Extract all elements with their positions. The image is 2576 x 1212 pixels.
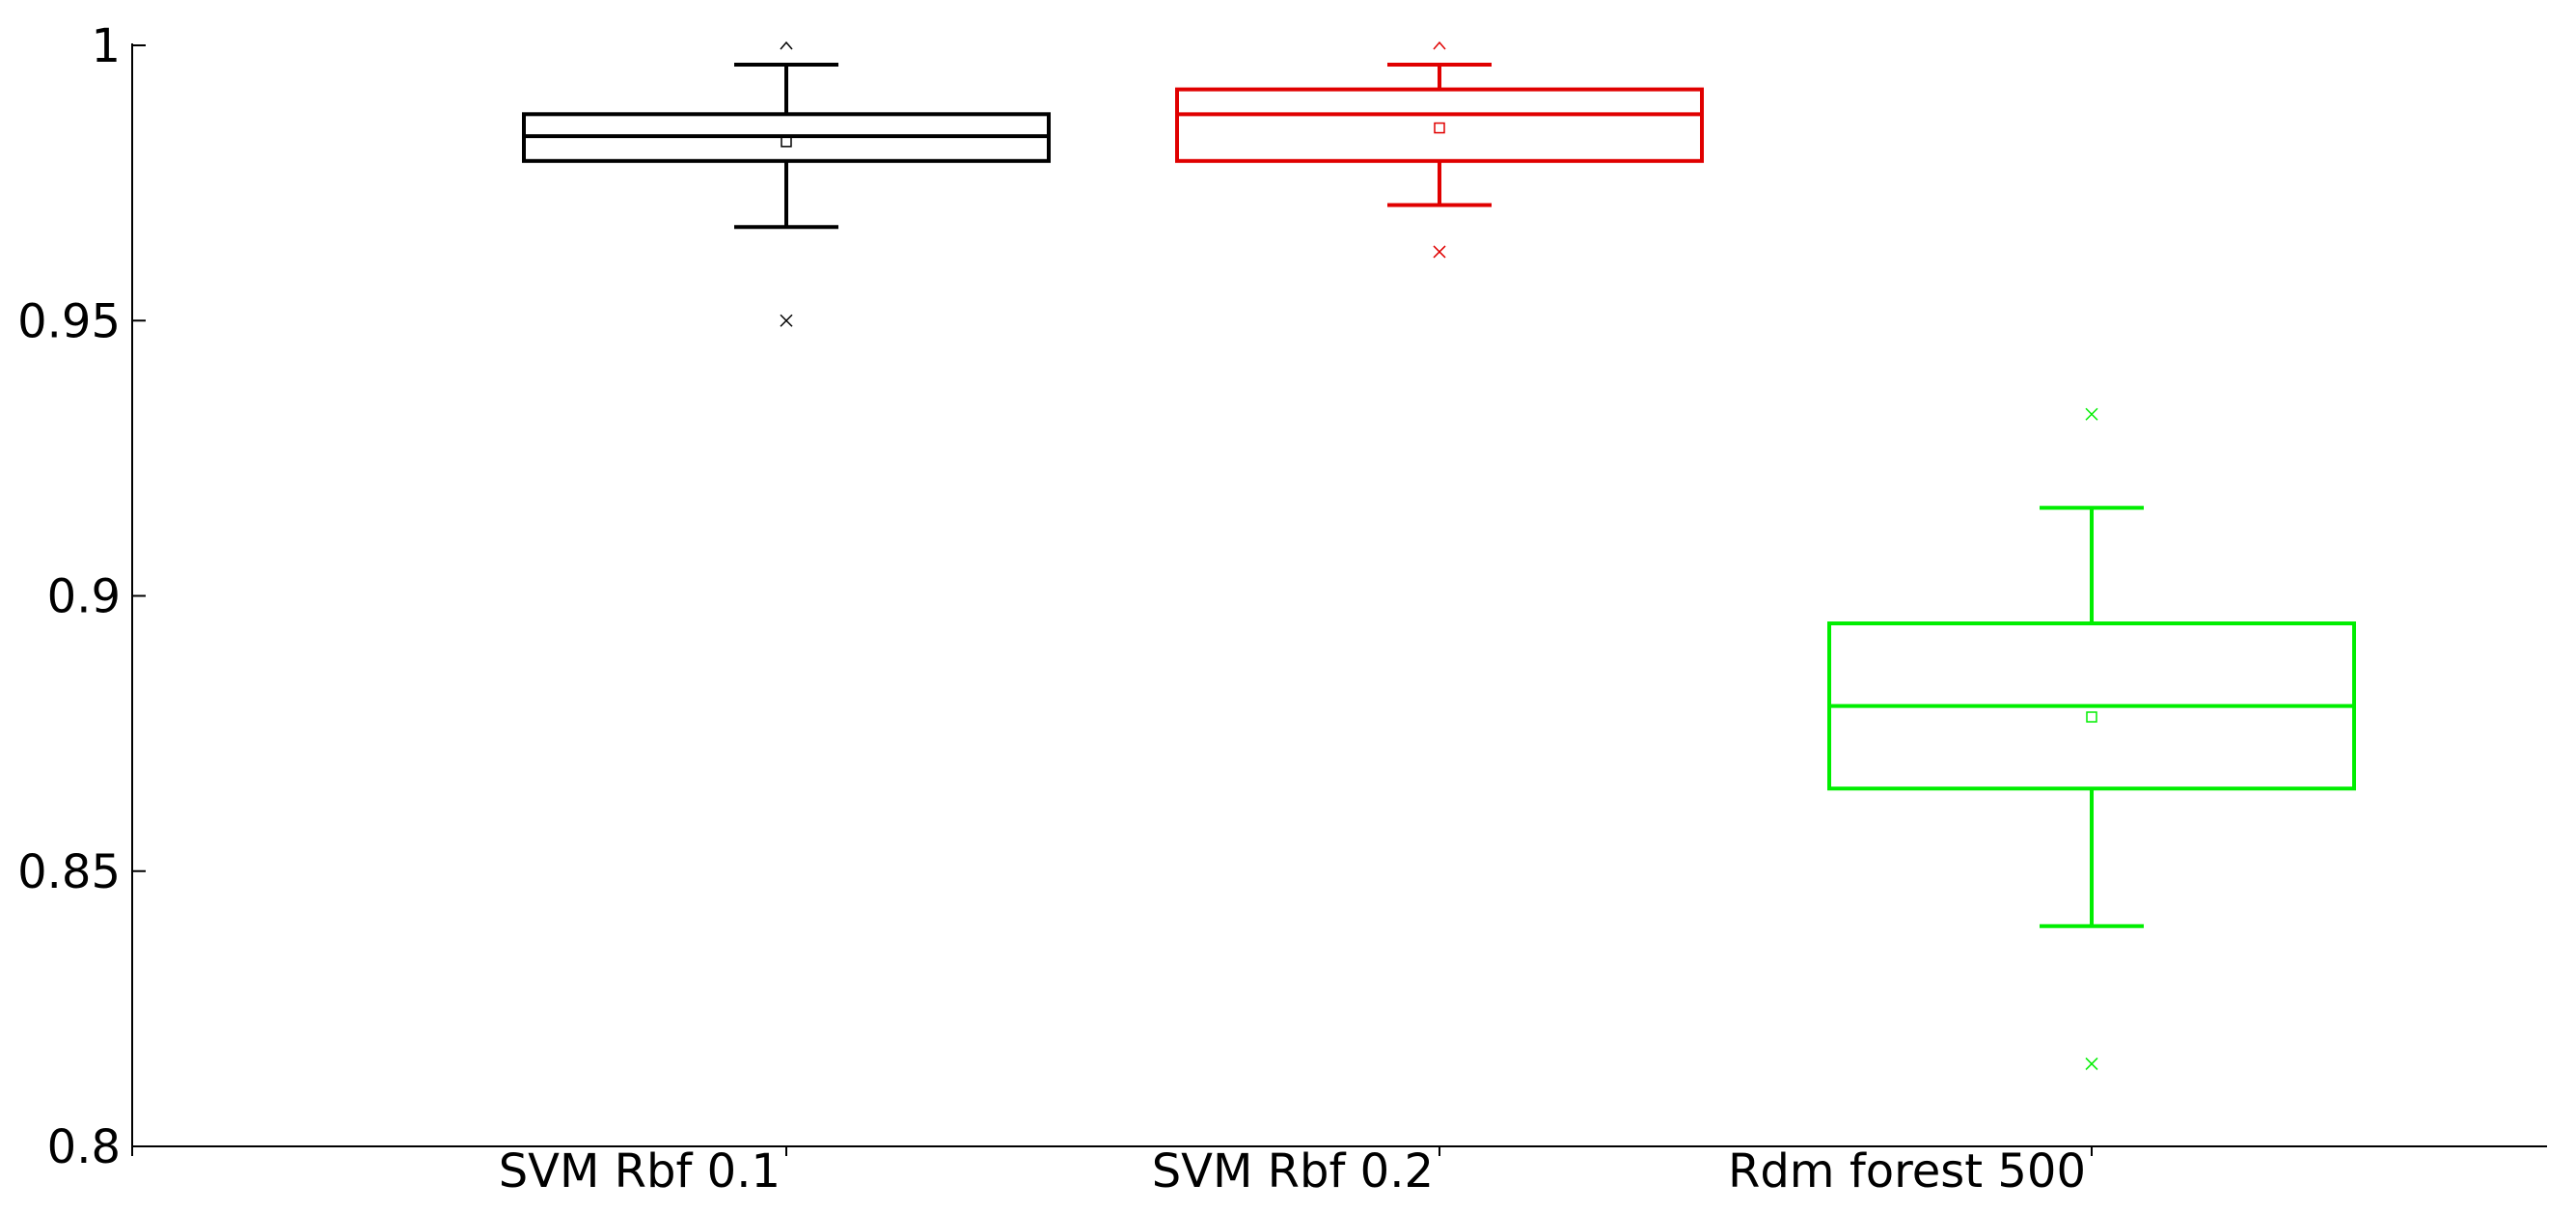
outlier-marker [780, 314, 793, 327]
box-group [522, 41, 1051, 327]
y-tick-label: 0.8 [47, 1120, 121, 1174]
box-group [1827, 407, 2356, 1070]
mean-marker [1434, 122, 1445, 134]
y-tick-label: 0.9 [47, 570, 121, 624]
max-marker [780, 41, 793, 50]
box-group [1175, 41, 1704, 259]
plot-area [522, 41, 2356, 1070]
y-tick-label: 0.85 [17, 845, 121, 899]
x-category-label: SVM Rbf 0.2 [1152, 1144, 1434, 1198]
x-category-label: Rdm forest 500 [1728, 1144, 2086, 1198]
y-tick-label: 1 [91, 19, 121, 73]
max-marker [1433, 41, 1446, 50]
mean-marker [2086, 711, 2097, 723]
x-category-label: SVM Rbf 0.1 [499, 1144, 781, 1198]
outlier-marker [2085, 1057, 2098, 1070]
y-tick-label: 0.95 [17, 294, 121, 348]
mean-marker [781, 136, 792, 148]
outlier-marker [2085, 407, 2098, 421]
axes: 0.8 0.85 0.9 0.95 1 SVM Rbf 0.1 SVM Rbf 0.2 Rdm… [17, 19, 2547, 1198]
outlier-marker [1433, 245, 1446, 259]
iqr-box [1175, 87, 1704, 163]
